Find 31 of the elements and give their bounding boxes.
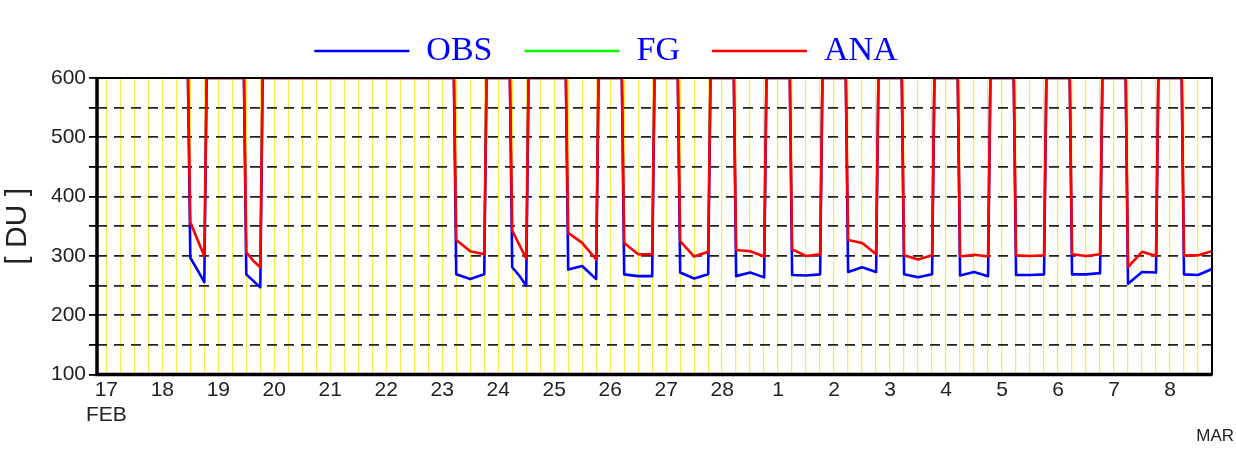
y-tick-label: 400 xyxy=(50,183,86,207)
legend-label: OBS xyxy=(426,29,493,67)
x-tick-label: 7 xyxy=(1108,377,1120,400)
text: MAR xyxy=(1196,425,1234,445)
x-tick-label: 21 xyxy=(318,377,342,400)
y-axis-title: [ DU ] xyxy=(0,187,33,265)
legend-label: FG xyxy=(636,29,680,67)
x-tick-label: 1 xyxy=(772,377,784,400)
x-tick-label: 26 xyxy=(598,377,622,400)
x-tick-label: 23 xyxy=(430,377,454,400)
y-tick-label: 300 xyxy=(50,242,86,266)
x-tick-label: 4 xyxy=(940,377,953,400)
x-tick-label: 6 xyxy=(1052,377,1064,400)
x-tick-label: 5 xyxy=(996,377,1008,400)
x-tick-label: 17 FEB xyxy=(85,377,127,426)
y-tick-label: 600 xyxy=(50,64,86,88)
y-tick-label: 500 xyxy=(50,124,86,148)
y-tick-label: 100 xyxy=(50,361,86,385)
x-tick-label: 8 xyxy=(1164,377,1176,400)
legend-label: ANA xyxy=(823,29,899,67)
y-tick-label: 200 xyxy=(50,302,86,326)
x-tick-label: 2 xyxy=(828,377,840,400)
x-tick-label: 20 xyxy=(262,377,286,400)
x-tick-label: 18 xyxy=(150,377,174,400)
x-tick-label: 27 xyxy=(654,377,678,400)
x-tick-label: 19 xyxy=(206,377,230,400)
x-tick-label: 22 xyxy=(374,377,398,400)
x-tick-label: 28 xyxy=(710,377,734,400)
x-tick-label: 24 xyxy=(486,377,511,400)
x-tick-label: 25 xyxy=(542,377,566,400)
x-tick-label: 3 xyxy=(884,377,896,400)
